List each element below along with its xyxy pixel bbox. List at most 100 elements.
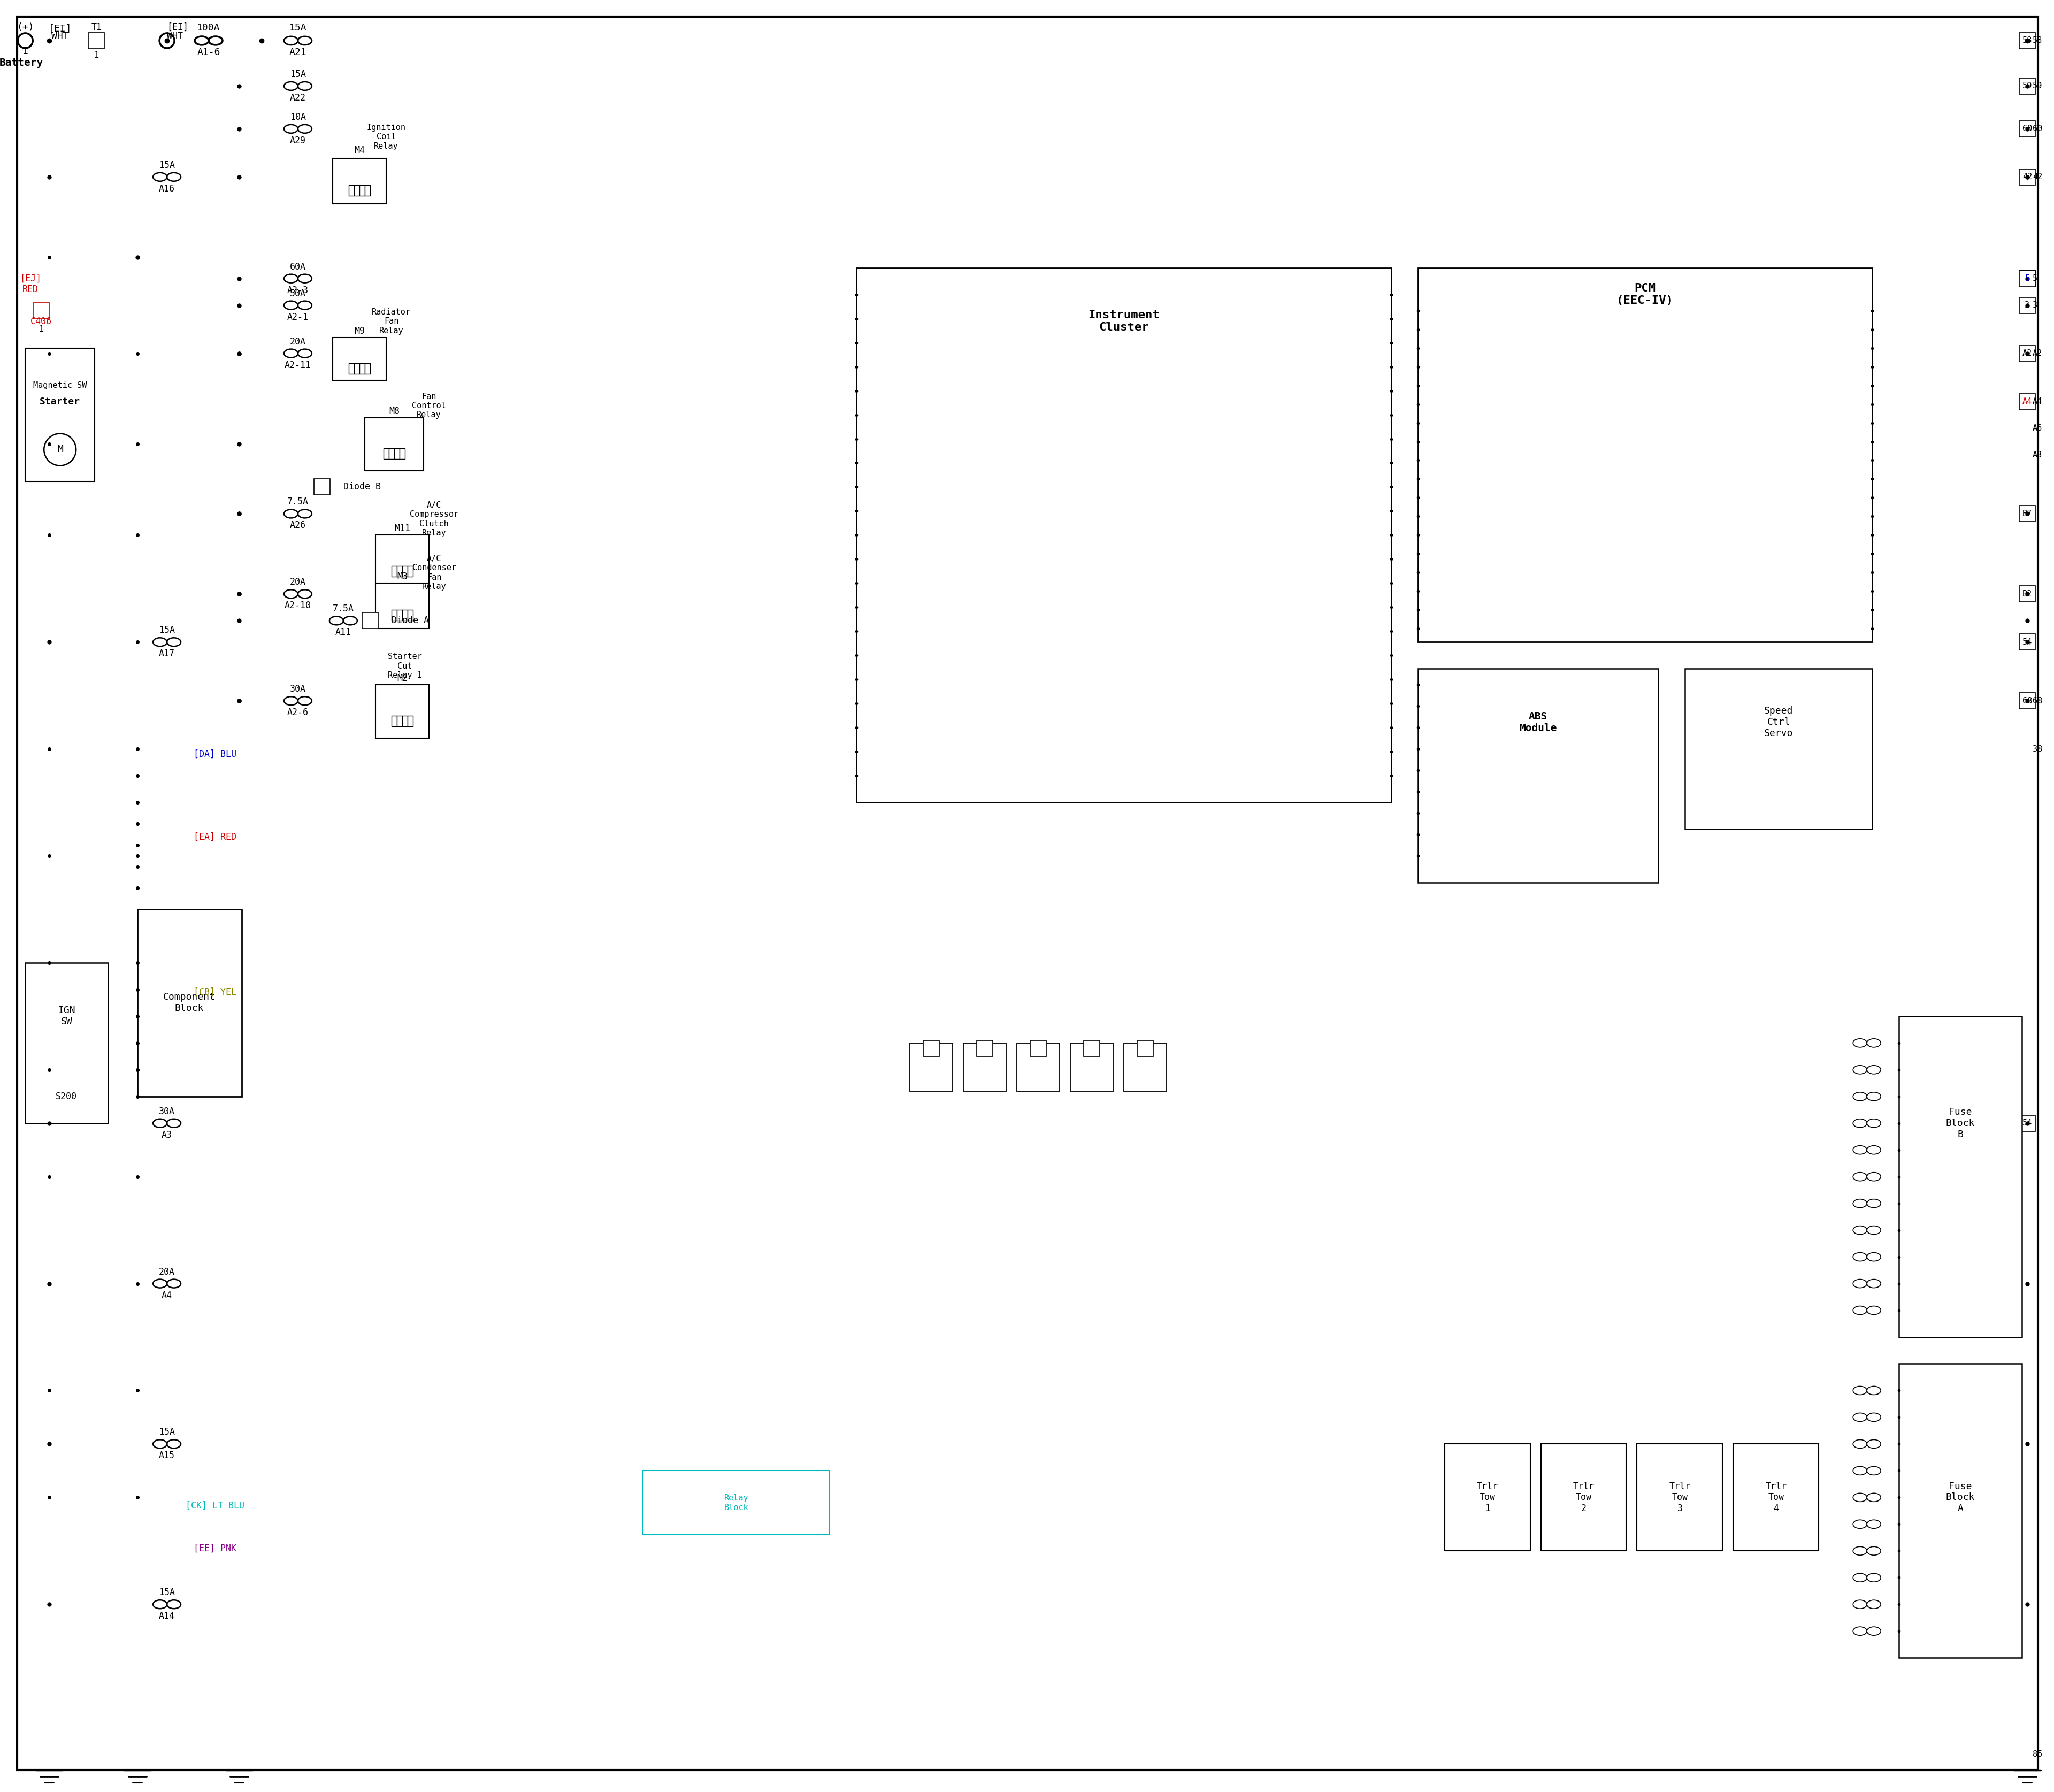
Text: Relay
Block: Relay Block	[725, 1495, 748, 1511]
Bar	[1138, 1041, 1152, 1055]
Bar	[349, 185, 353, 195]
Text: A21: A21	[290, 48, 306, 57]
Bar	[1031, 1041, 1045, 1055]
Text: 5: 5	[2025, 274, 2029, 283]
Bar	[1900, 1364, 2021, 1658]
Bar	[2019, 346, 2036, 362]
Text: A1-6: A1-6	[197, 48, 220, 57]
Bar	[353, 185, 359, 195]
Text: B2: B2	[2023, 590, 2031, 599]
Text: 54: 54	[2023, 1120, 2031, 1127]
Text: 5: 5	[2025, 274, 2029, 283]
Bar	[2019, 120, 2036, 136]
Bar	[1017, 1043, 1060, 1091]
Text: 38: 38	[2033, 745, 2042, 753]
Text: IGN
SW: IGN SW	[58, 1005, 76, 1027]
Text: 1: 1	[39, 326, 43, 333]
Text: 1: 1	[23, 47, 29, 56]
Text: Magnetic SW: Magnetic SW	[33, 382, 86, 389]
Text: Component
Block: Component Block	[162, 993, 216, 1012]
Bar	[857, 267, 1391, 803]
Text: WHT: WHT	[51, 32, 68, 41]
Text: A2: A2	[2033, 349, 2042, 357]
Bar	[910, 1043, 953, 1091]
Text: 60: 60	[2033, 125, 2042, 133]
Text: 68: 68	[2023, 697, 2031, 704]
Text: ABS
Module: ABS Module	[1520, 711, 1557, 733]
Text: A2-6: A2-6	[288, 708, 308, 717]
Text: 58: 58	[2023, 36, 2031, 45]
Text: PCM
(EEC-IV): PCM (EEC-IV)	[1616, 283, 1674, 306]
Text: 20A: 20A	[290, 337, 306, 346]
Text: 54: 54	[2023, 638, 2031, 647]
Text: 42: 42	[2033, 174, 2042, 181]
Text: 30A: 30A	[158, 1107, 175, 1116]
Text: Diode A: Diode A	[392, 616, 429, 625]
Text: [EI]: [EI]	[49, 23, 72, 34]
Bar	[392, 715, 396, 726]
Text: 60A: 60A	[290, 262, 306, 272]
Text: Fuse
Block
A: Fuse Block A	[1945, 1482, 1976, 1514]
Text: T1: T1	[90, 23, 103, 32]
Bar	[396, 715, 403, 726]
Bar	[2019, 297, 2036, 314]
Bar	[392, 566, 396, 577]
Text: 58: 58	[2033, 36, 2042, 45]
Text: 20A: 20A	[158, 1267, 175, 1276]
Text: M9: M9	[353, 326, 366, 335]
Text: S200: S200	[55, 1091, 78, 1102]
Bar	[314, 478, 331, 495]
Text: A4: A4	[2033, 398, 2042, 405]
Text: 59: 59	[2033, 82, 2042, 90]
Text: 3: 3	[2025, 301, 2029, 310]
Bar	[366, 418, 423, 471]
Text: 15A: 15A	[158, 1588, 175, 1597]
Text: 60: 60	[2023, 125, 2031, 133]
Text: A16: A16	[158, 185, 175, 194]
Text: A2-11: A2-11	[286, 360, 312, 369]
Text: A2: A2	[2023, 349, 2031, 357]
Text: A2-3: A2-3	[288, 285, 308, 296]
Text: A4: A4	[162, 1290, 173, 1301]
Text: A2-1: A2-1	[288, 312, 308, 323]
Text: 85: 85	[2033, 1751, 2042, 1758]
Bar	[2019, 505, 2036, 521]
Bar	[1637, 1444, 1723, 1550]
Bar	[384, 448, 388, 459]
Text: 68: 68	[2033, 697, 2042, 704]
Bar	[25, 962, 109, 1124]
Bar	[1734, 1444, 1818, 1550]
Bar	[1540, 1444, 1627, 1550]
Text: B7: B7	[2023, 509, 2031, 518]
Bar	[1124, 1043, 1167, 1091]
Text: 15A: 15A	[290, 70, 306, 79]
Bar	[388, 448, 394, 459]
Bar	[1070, 1043, 1113, 1091]
Bar	[2019, 1115, 2036, 1131]
Bar	[2019, 32, 2036, 48]
Text: 59: 59	[2023, 82, 2031, 90]
Bar	[1444, 1444, 1530, 1550]
Text: Instrument
Cluster: Instrument Cluster	[1089, 310, 1161, 333]
Text: M: M	[58, 444, 64, 455]
Bar	[394, 448, 398, 459]
Text: A17: A17	[158, 649, 175, 659]
Bar	[359, 185, 366, 195]
Text: A11: A11	[335, 627, 351, 638]
Text: Diode B: Diode B	[343, 482, 380, 491]
Bar	[2019, 271, 2036, 287]
Text: A/C
Condenser
Fan
Relay: A/C Condenser Fan Relay	[413, 554, 456, 591]
Text: 10A: 10A	[290, 113, 306, 122]
Bar	[403, 609, 407, 620]
Text: 15A: 15A	[158, 159, 175, 170]
Text: 7.5A: 7.5A	[288, 496, 308, 507]
Bar	[407, 609, 413, 620]
Text: Trlr
Tow
2: Trlr Tow 2	[1573, 1482, 1594, 1514]
Bar	[1417, 267, 1873, 642]
Text: A2-10: A2-10	[286, 600, 312, 611]
Text: 15A: 15A	[158, 625, 175, 634]
Text: A14: A14	[158, 1611, 175, 1622]
Text: C406: C406	[31, 317, 51, 326]
Bar	[924, 1041, 939, 1055]
Text: 100A: 100A	[197, 23, 220, 32]
